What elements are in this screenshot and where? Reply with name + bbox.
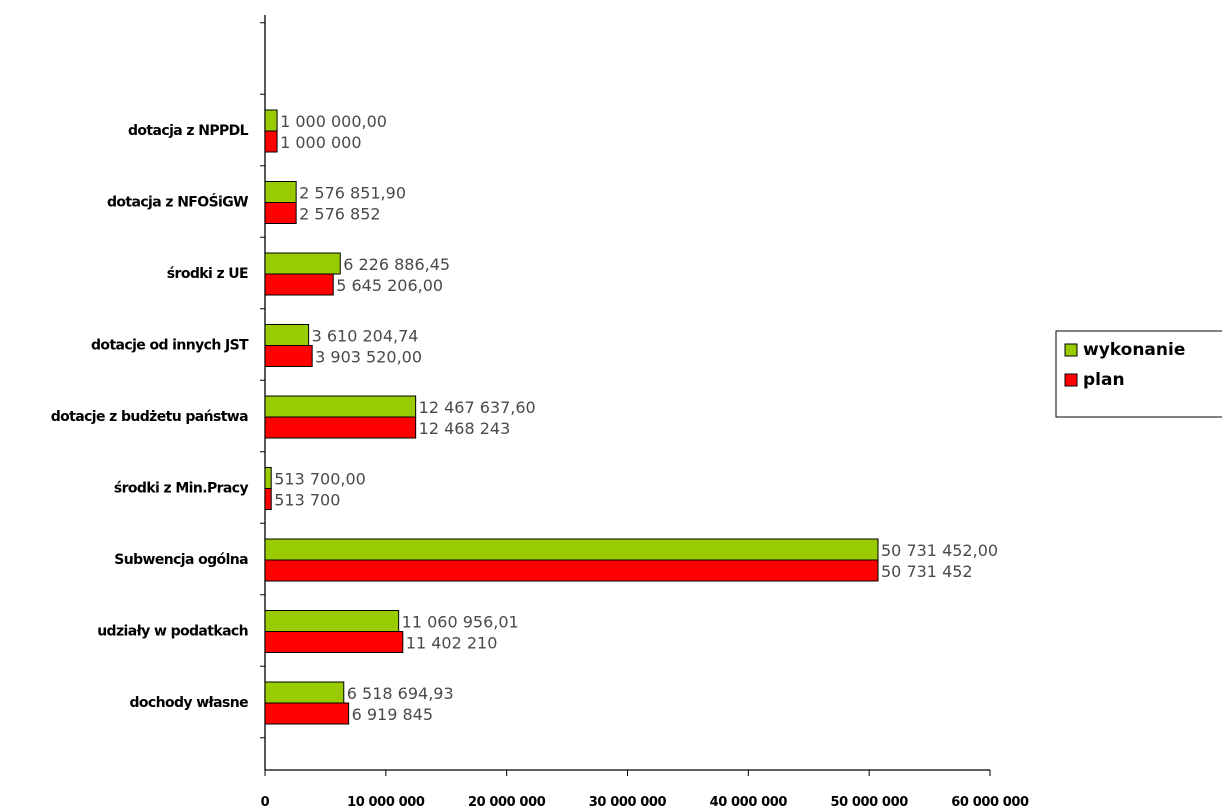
- x-tick-label: 40 000 000: [710, 795, 788, 810]
- category-label: dotacja z NFOŚiGW: [107, 193, 248, 211]
- category-label: dotacja z NPPDL: [128, 123, 249, 139]
- bar-wykonanie: [264, 181, 297, 203]
- data-label-plan: 1 000 000: [280, 133, 361, 152]
- x-tick-label: 0: [261, 795, 270, 810]
- data-label-plan: 2 576 852: [299, 205, 380, 224]
- legend-swatch-wykonanie: [1064, 343, 1078, 357]
- data-label-wykonanie: 2 576 851,90: [299, 184, 406, 203]
- legend-label-wykonanie: wykonanie: [1083, 340, 1185, 360]
- bar-plan: [264, 130, 278, 153]
- bar-plan: [264, 345, 313, 367]
- x-tick-label: 20 000 000: [468, 795, 546, 810]
- bar-wykonanie: [264, 395, 417, 418]
- data-label-plan: 513 700: [274, 491, 340, 510]
- data-label-wykonanie: 12 467 637,60: [419, 398, 536, 417]
- data-label-wykonanie: 1 000 000,00: [280, 112, 387, 131]
- data-label-plan: 11 402 210: [406, 634, 498, 653]
- bar-plan: [264, 559, 879, 582]
- bar-plan: [264, 488, 272, 510]
- data-label-plan: 5 645 206,00: [336, 276, 443, 295]
- legend-box: [1055, 330, 1222, 418]
- data-label-plan: 12 468 243: [419, 419, 511, 438]
- chart-legend: wykonanie plan: [1055, 330, 1222, 418]
- bar-wykonanie: [264, 252, 341, 275]
- data-label-wykonanie: 6 226 886,45: [343, 255, 450, 274]
- bar-plan: [264, 202, 297, 224]
- bar-plan: [264, 702, 350, 725]
- bar-plan: [264, 631, 404, 653]
- data-label-wykonanie: 3 610 204,74: [312, 327, 419, 346]
- x-tick-label: 10 000 000: [347, 795, 425, 810]
- data-label-wykonanie: 11 060 956,01: [402, 613, 519, 632]
- category-label: środki z Min.Pracy: [114, 481, 249, 497]
- category-label: dotacje z budżetu państwa: [51, 409, 248, 425]
- x-tick-label: 50 000 000: [830, 795, 908, 810]
- category-label: dochody własne: [129, 695, 248, 711]
- chart-bars: [264, 109, 879, 725]
- bar-wykonanie: [264, 109, 278, 132]
- bar-wykonanie: [264, 467, 272, 489]
- x-tick-label: 30 000 000: [589, 795, 667, 810]
- data-label-plan: 6 919 845: [352, 705, 433, 724]
- category-label: udziały w podatkach: [97, 624, 248, 640]
- data-label-plan: 50 731 452: [881, 562, 973, 581]
- bar-wykonanie: [264, 610, 400, 632]
- category-label: dotacje od innych JST: [91, 338, 249, 354]
- bar-wykonanie: [264, 681, 345, 704]
- bar-plan: [264, 416, 417, 439]
- data-label-wykonanie: 6 518 694,93: [347, 684, 454, 703]
- chart-axes: 0 10 000 000 20 000 000 30 000 000 40 000 00…: [260, 15, 1029, 810]
- data-label-plan: 3 903 520,00: [315, 348, 422, 367]
- data-label-wykonanie: 50 731 452,00: [881, 541, 998, 560]
- legend-label-plan: plan: [1083, 370, 1125, 390]
- bar-wykonanie: [264, 538, 879, 561]
- data-label-wykonanie: 513 700,00: [274, 470, 366, 489]
- chart-labels: dotacja z NPPDL 1 000 000,00 1 000 000 dota…: [51, 112, 998, 724]
- x-tick-label: 60 000 000: [951, 795, 1029, 810]
- bar-plan: [264, 273, 334, 296]
- category-label: środki z UE: [167, 266, 248, 282]
- legend-swatch-plan: [1064, 373, 1078, 387]
- category-label: Subwencja ogólna: [114, 552, 248, 568]
- bar-wykonanie: [264, 324, 310, 346]
